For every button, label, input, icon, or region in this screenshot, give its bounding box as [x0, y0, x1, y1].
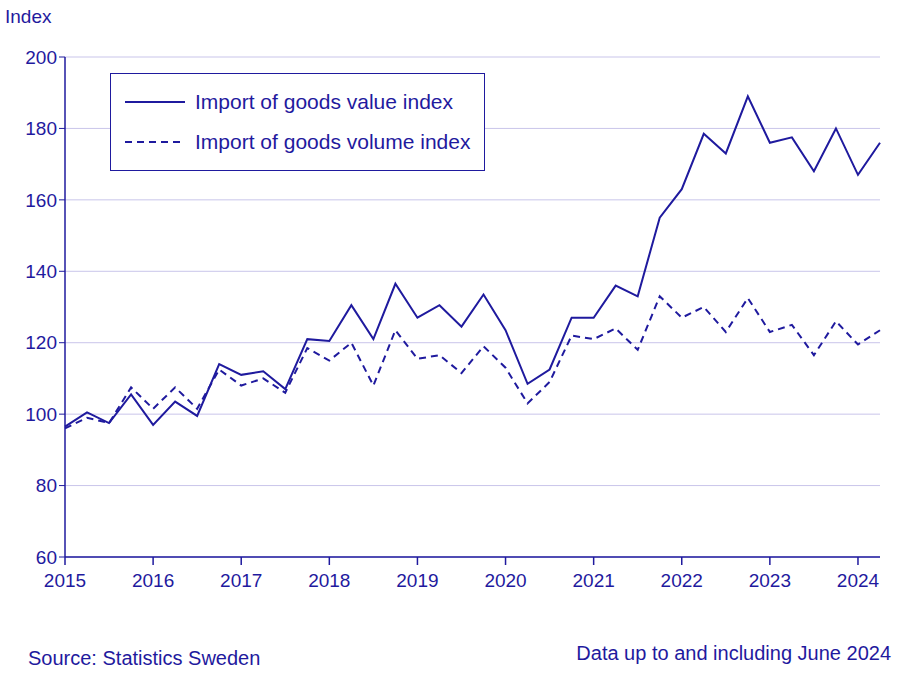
svg-text:2024: 2024: [837, 570, 880, 591]
svg-text:80: 80: [36, 475, 57, 496]
svg-text:140: 140: [25, 261, 57, 282]
svg-text:2018: 2018: [308, 570, 350, 591]
svg-text:2023: 2023: [749, 570, 791, 591]
svg-text:2016: 2016: [132, 570, 174, 591]
html-text:Import of goods volume index: Import of goods volume index: [195, 130, 471, 153]
svg-text:2021: 2021: [573, 570, 615, 591]
svg-text:2019: 2019: [396, 570, 438, 591]
svg-text:2020: 2020: [484, 570, 526, 591]
html-text:Data up to and including June: Data up to and including June 2024: [576, 642, 891, 664]
svg-text:180: 180: [25, 118, 57, 139]
svg-text:60: 60: [36, 547, 57, 568]
svg-text:120: 120: [25, 332, 57, 353]
svg-text:2022: 2022: [661, 570, 703, 591]
svg-text:2017: 2017: [220, 570, 262, 591]
svg-text:100: 100: [25, 404, 57, 425]
svg-text:200: 200: [25, 47, 57, 68]
html-text:Import of goods value index: Import of goods value index: [195, 90, 453, 113]
svg-text:2015: 2015: [44, 570, 86, 591]
svg-text:160: 160: [25, 190, 57, 211]
html-text:Index: Index: [5, 6, 52, 27]
html-text:Source: Statistics Sweden: Source: Statistics Sweden: [28, 647, 261, 669]
